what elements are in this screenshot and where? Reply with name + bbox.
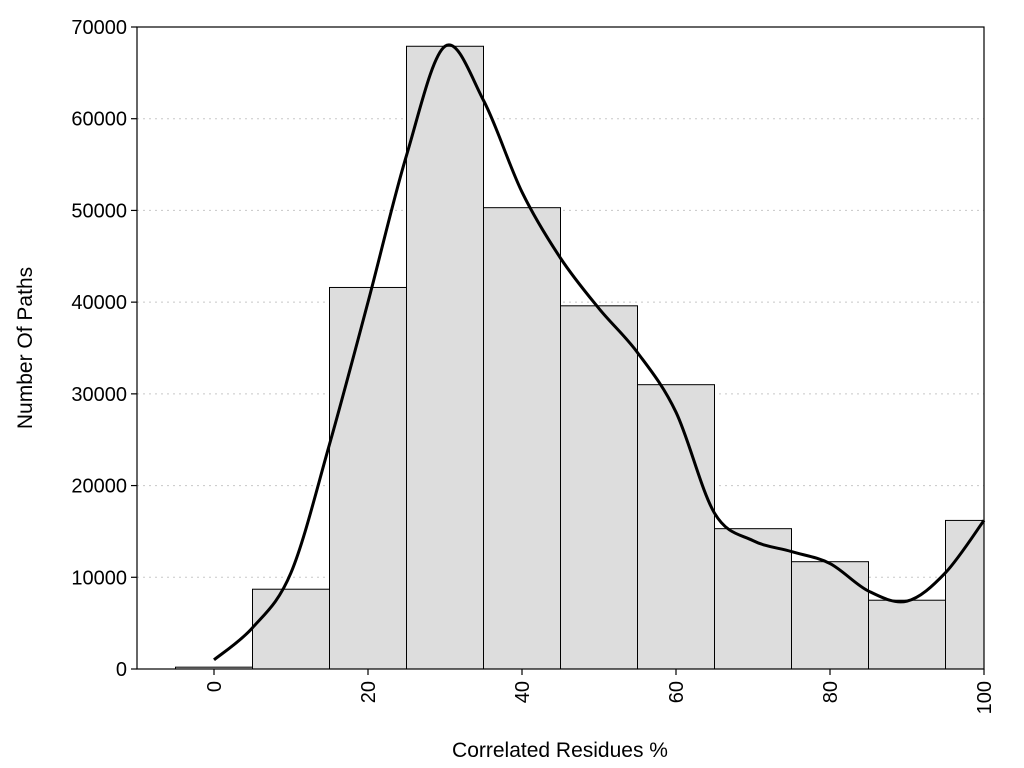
y-axis-title: Number Of Paths [14,267,37,429]
histogram-bar [560,305,638,670]
y-tick-label: 20000 [71,476,127,498]
y-tick-label: 30000 [71,384,127,406]
x-axis-title: Correlated Residues % [452,739,668,762]
y-tick-label: 10000 [71,567,127,589]
x-tick-label: 0 [204,681,226,692]
x-tick-label: 40 [512,681,534,703]
histogram-bar [868,599,946,670]
histogram-bar [637,384,715,670]
x-tick-label: 80 [820,681,842,703]
histogram-bar [791,561,869,670]
y-tick-label: 60000 [71,109,127,131]
y-tick-label: 40000 [71,292,127,314]
x-tick-label: 60 [666,681,688,703]
x-tick-label: 20 [358,681,380,703]
x-tick-label: 100 [974,681,996,714]
histogram-bar [406,45,484,670]
histogram-bars [175,45,985,670]
y-tick-label: 0 [116,659,127,681]
histogram-bar [252,588,330,670]
y-axis-ticks: 0 10000 20000 30000 40000 50000 60000 70000 [71,17,137,681]
density-curve-line [213,43,986,661]
plot-frame [136,26,985,670]
y-tick-label: 50000 [71,200,127,222]
histogram-bar [329,286,407,670]
density-curve [213,43,986,661]
histogram-bar [483,207,561,670]
histogram-bar [945,519,985,670]
x-axis-ticks: 0 20 40 60 80 100 [204,669,996,714]
y-tick-label: 70000 [71,17,127,39]
